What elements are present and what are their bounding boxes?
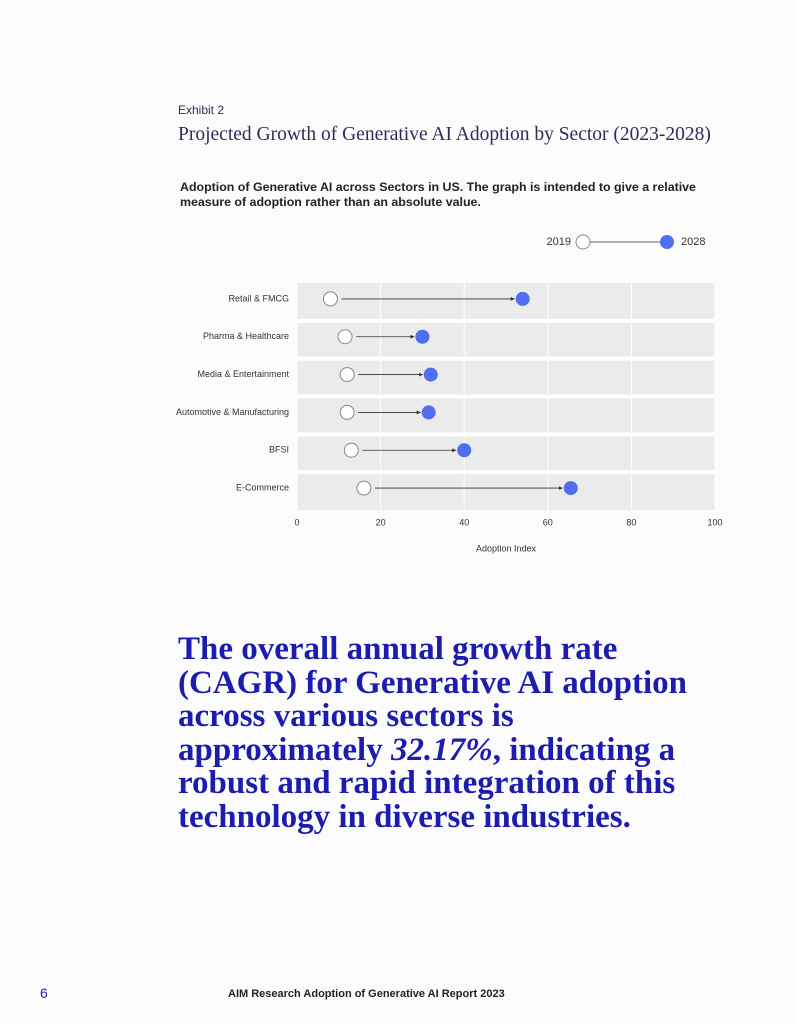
row-separator (297, 356, 715, 361)
footer-title: AIM Research Adoption of Generative AI R… (228, 988, 505, 1000)
marker-2028 (421, 405, 436, 420)
legend-marker (575, 234, 591, 250)
marker-2028 (457, 443, 472, 458)
x-tick-label: 0 (294, 517, 299, 527)
title: Projected Growth of Generative AI Adopti… (178, 124, 711, 145)
row-separator (297, 318, 715, 323)
legend-marker (660, 235, 674, 249)
summary-after: , indicating a robust and rapid integrat… (178, 731, 676, 835)
y-tick-label: BFSI (269, 445, 289, 455)
page-number: 6 (40, 985, 48, 1001)
y-tick-label: E-Commerce (236, 482, 289, 492)
y-tick-label: Automotive & Manufacturing (176, 407, 289, 417)
y-tick-label: Retail & FMCG (228, 293, 289, 303)
subtitle: Adoption of Generative AI across Sectors… (180, 180, 696, 209)
chart: 0 20 40 60 80 100 Adoption Index Retail & FMCG P… (176, 234, 723, 553)
marker-2019 (322, 291, 338, 307)
summary-before: The overall annual growth rate (CAGR) fo… (178, 631, 688, 768)
x-tick-label: 20 (376, 517, 386, 527)
marker-2028 (423, 367, 438, 382)
legend-label: 2019 (547, 236, 571, 248)
row-separator (297, 394, 715, 399)
marker-2019 (337, 329, 353, 345)
legend-label: 2028 (681, 236, 705, 248)
summary-highlight: 32.17% (390, 731, 493, 768)
x-tick-label: 100 (707, 517, 722, 527)
marker-2019 (339, 367, 355, 383)
marker-2028 (563, 481, 578, 496)
summary-text: The overall annual growth rate (CAGR) fo… (178, 631, 723, 835)
marker-2028 (515, 291, 530, 306)
x-tick-label: 60 (543, 517, 553, 527)
marker-2019 (343, 442, 359, 458)
exhibit-label: Exhibit 2 (178, 103, 225, 117)
marker-2019 (339, 404, 355, 420)
marker-2028 (415, 329, 430, 344)
row-separator (297, 470, 715, 475)
x-tick-label: 80 (626, 517, 636, 527)
y-tick-label: Media & Entertainment (197, 369, 289, 379)
x-tick-label: 40 (459, 517, 469, 527)
y-tick-label: Pharma & Healthcare (203, 331, 289, 341)
marker-2019 (356, 480, 372, 496)
x-axis-label: Adoption Index (476, 543, 537, 553)
row-separator (297, 432, 715, 437)
